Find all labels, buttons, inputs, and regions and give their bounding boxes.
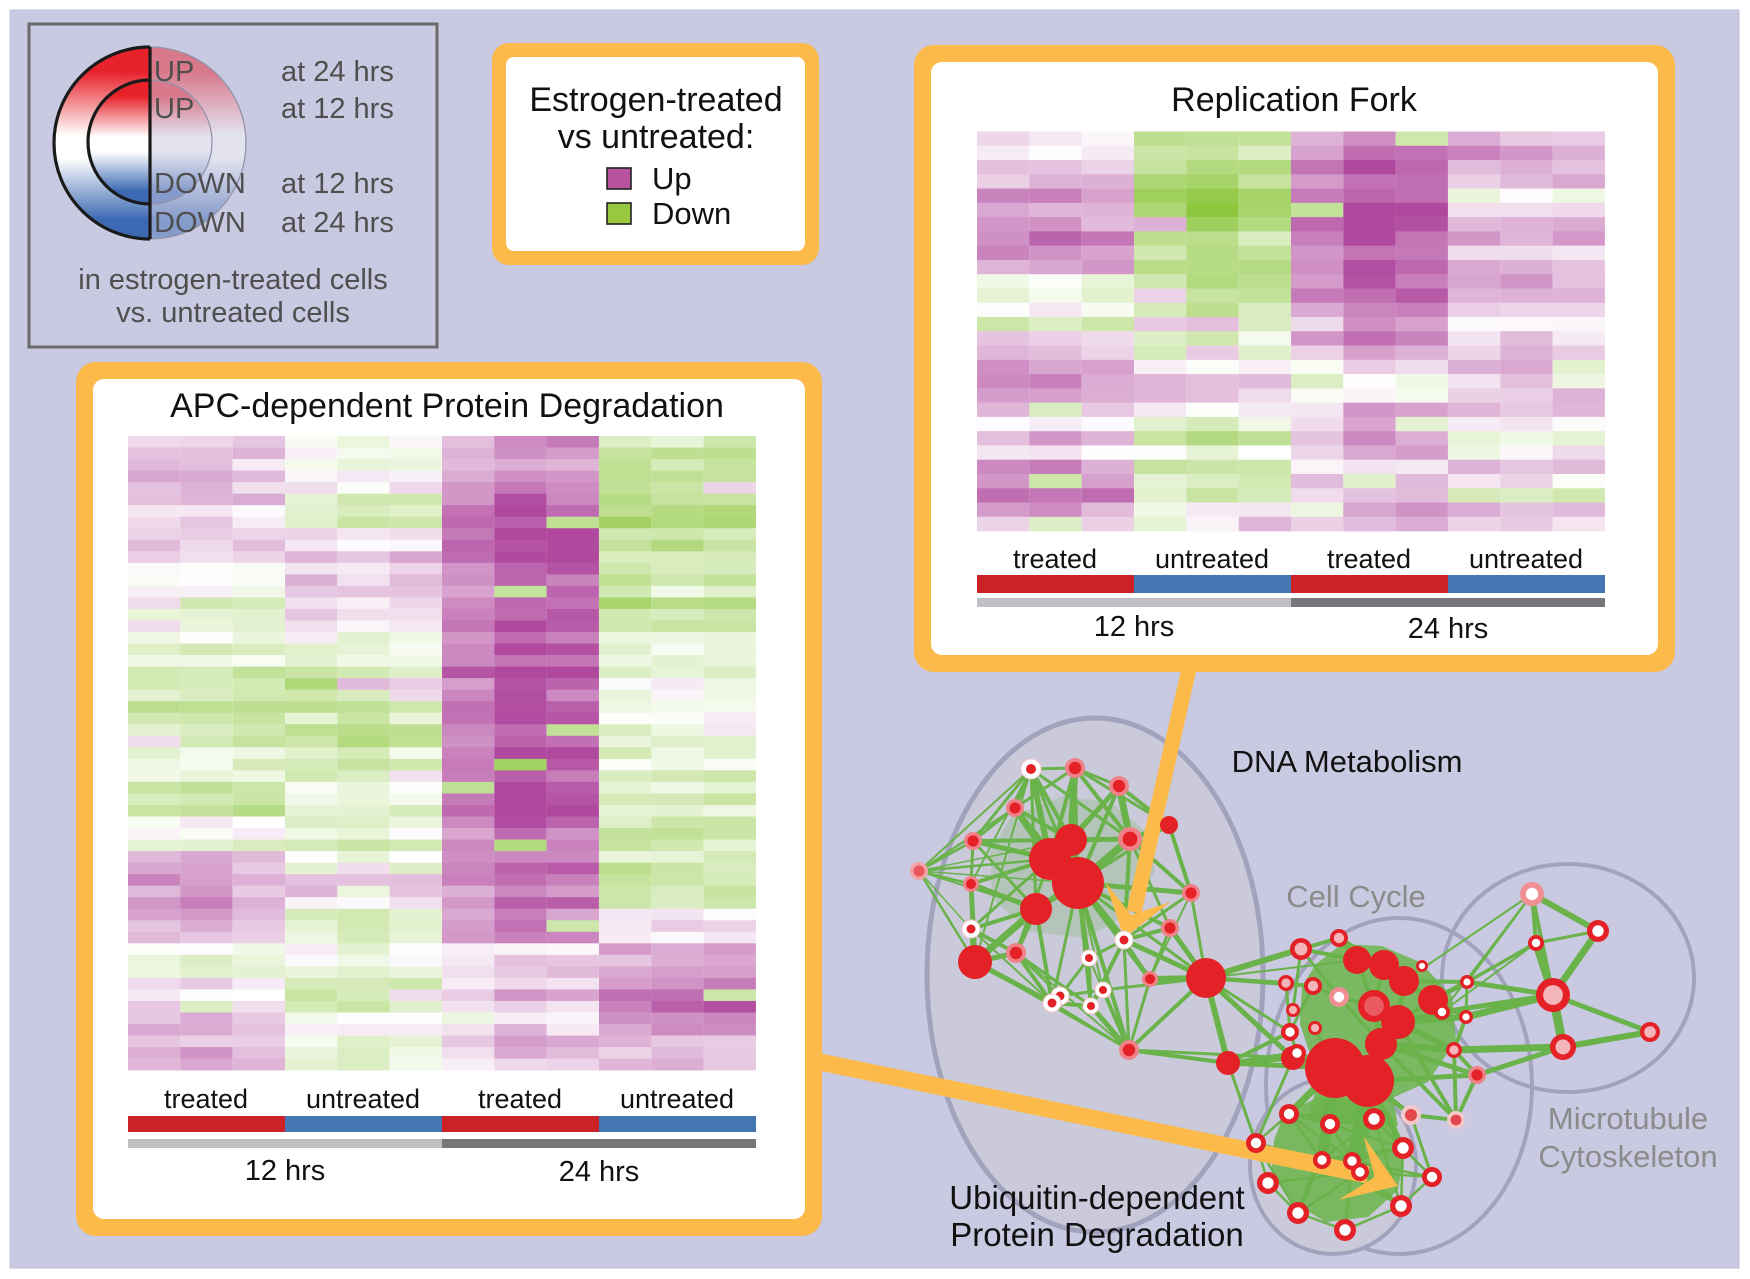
- svg-text:Ubiquitin-dependent: Ubiquitin-dependent: [949, 1179, 1244, 1216]
- svg-text:Cell Cycle: Cell Cycle: [1286, 879, 1426, 914]
- svg-text:DNA Metabolism: DNA Metabolism: [1232, 744, 1463, 779]
- svg-text:at 12 hrs: at 12 hrs: [281, 168, 394, 200]
- svg-text:UP: UP: [154, 56, 194, 88]
- svg-text:Microtubule: Microtubule: [1548, 1101, 1708, 1136]
- svg-text:untreated: untreated: [1155, 544, 1269, 574]
- svg-text:treated: treated: [1013, 544, 1097, 574]
- svg-text:untreated: untreated: [1469, 544, 1583, 574]
- svg-text:treated: treated: [164, 1084, 248, 1114]
- svg-text:untreated: untreated: [306, 1084, 420, 1114]
- svg-text:treated: treated: [478, 1084, 562, 1114]
- svg-text:untreated: untreated: [620, 1084, 734, 1114]
- svg-text:Replication Fork: Replication Fork: [1171, 81, 1418, 119]
- svg-text:Estrogen-treated: Estrogen-treated: [529, 81, 782, 119]
- svg-text:APC-dependent Protein Degradat: APC-dependent Protein Degradation: [170, 387, 724, 425]
- svg-text:24 hrs: 24 hrs: [559, 1156, 640, 1188]
- svg-text:at 12 hrs: at 12 hrs: [281, 93, 394, 125]
- svg-text:UP: UP: [154, 93, 194, 125]
- svg-text:at 24 hrs: at 24 hrs: [281, 207, 394, 239]
- svg-text:at 24 hrs: at 24 hrs: [281, 56, 394, 88]
- svg-text:in estrogen-treated cells: in estrogen-treated cells: [78, 264, 388, 296]
- svg-text:Cytoskeleton: Cytoskeleton: [1538, 1139, 1717, 1174]
- svg-text:Up: Up: [652, 161, 692, 196]
- svg-text:Protein Degradation: Protein Degradation: [950, 1216, 1244, 1253]
- svg-text:24 hrs: 24 hrs: [1408, 613, 1489, 645]
- svg-text:DOWN: DOWN: [154, 168, 246, 200]
- svg-text:DOWN: DOWN: [154, 207, 246, 239]
- svg-text:treated: treated: [1327, 544, 1411, 574]
- svg-text:12 hrs: 12 hrs: [1094, 611, 1175, 643]
- svg-text:vs. untreated cells: vs. untreated cells: [116, 297, 350, 329]
- svg-text:vs untreated:: vs untreated:: [558, 118, 755, 156]
- svg-text:12 hrs: 12 hrs: [245, 1155, 326, 1187]
- svg-text:Down: Down: [652, 196, 731, 231]
